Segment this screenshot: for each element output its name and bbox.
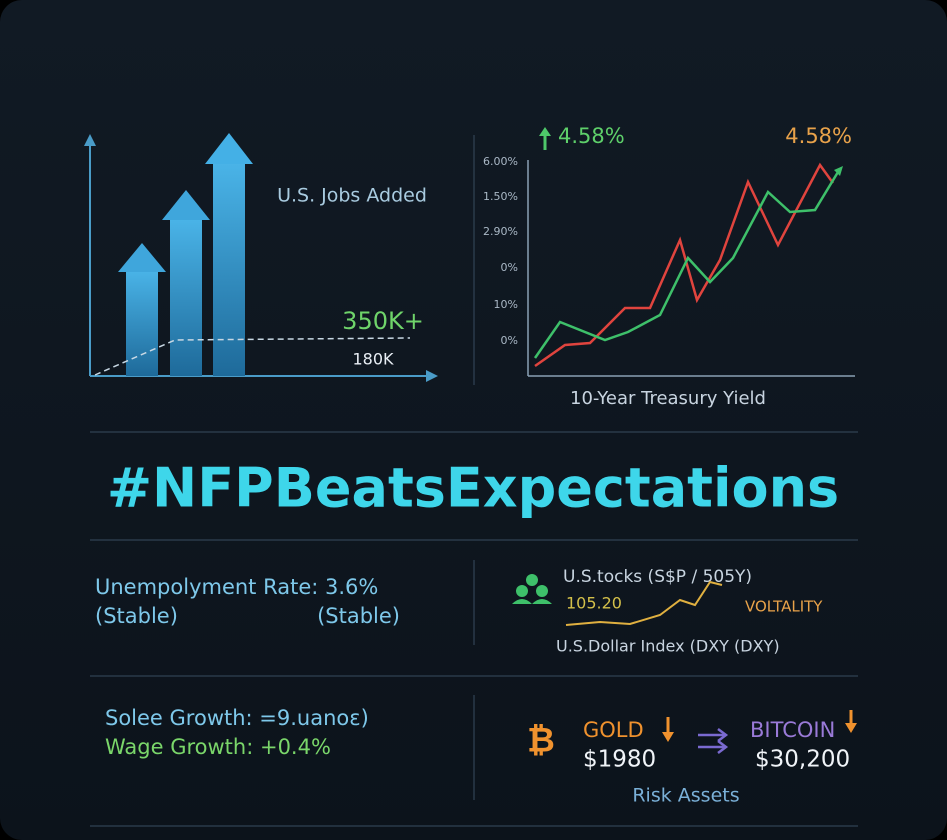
risk-assets-caption: Risk Assets — [632, 785, 739, 807]
volatility-label: VOLTALITY — [745, 598, 823, 616]
dividers — [90, 431, 858, 827]
unemployment-note: (Stable) — [317, 604, 400, 628]
growth-line: Solee Growth: =9.uanoɛ) — [105, 706, 369, 730]
headline: #NFPBeatsExpectations — [107, 457, 839, 520]
y-label: 0% — [501, 334, 518, 347]
unemployment-note: (Stable) — [95, 604, 178, 628]
svg-text:₿: ₿ — [527, 721, 555, 761]
dxy-value: 105.20 — [566, 594, 622, 613]
yield-panel: 6.00% 1.50% 2.90% 0% 10% 0% 4.58% 4.58% … — [483, 124, 855, 409]
dxy-label: U.S.Dollar Index (DXY (DXY) — [556, 637, 780, 656]
y-label: 2.90% — [483, 225, 518, 238]
y-label: 0% — [501, 261, 518, 274]
jobs-panel: U.S. Jobs Added 350K+ 180K — [84, 133, 438, 382]
unemployment-rate: Unempolyment Rate: 3.6% — [95, 575, 378, 599]
jobs-title: U.S. Jobs Added — [277, 185, 427, 207]
bitcoin-label: BITCOIN — [750, 718, 835, 742]
yield-change-left: 4.58% — [558, 124, 625, 148]
gold-label: GOLD — [583, 718, 644, 742]
yield-change-right: 4.58% — [785, 124, 852, 148]
y-label: 1.50% — [483, 190, 518, 203]
people-icon — [512, 574, 552, 604]
wage-growth: Wage Growth: +0.4% — [105, 735, 331, 759]
bitcoin-icon: ₿ — [527, 721, 555, 761]
yield-caption: 10-Year Treasury Yield — [570, 388, 766, 409]
jobs-expected: 180K — [352, 350, 394, 369]
bitcoin-price: $30,200 — [755, 747, 850, 773]
gold-price: $1980 — [583, 747, 656, 773]
stocks-label: U.S.tocks (S$P / 505Y) — [563, 567, 752, 587]
y-label: 6.00% — [483, 155, 518, 168]
y-label: 10% — [494, 298, 518, 311]
transfer-arrows — [698, 728, 729, 754]
jobs-actual: 350K+ — [342, 307, 424, 335]
